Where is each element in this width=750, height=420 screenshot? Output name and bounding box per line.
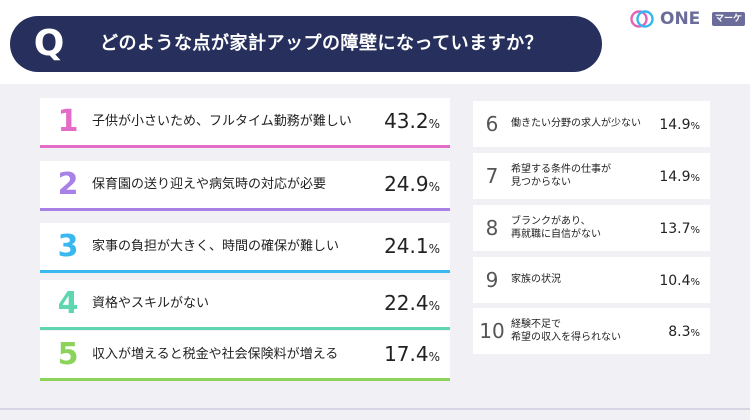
ranking-card-8: 8 ブランクがあり、 再就職に自信がない 13.7% xyxy=(473,205,710,251)
rank-label: 家族の状況 xyxy=(511,274,561,285)
rank-value: 8.3% xyxy=(668,308,700,354)
rank-value-number: 13.7 xyxy=(659,221,691,237)
rank-value: 24.9% xyxy=(384,161,440,208)
percent-unit: % xyxy=(428,242,440,256)
rank-number: 5 xyxy=(57,337,79,372)
logo-badge: マーケ xyxy=(712,12,745,26)
percent-unit: % xyxy=(428,350,440,364)
rank-value-number: 24.9 xyxy=(384,172,429,196)
percent-unit: % xyxy=(690,277,700,288)
rank-label: 働きたい分野の求人が少ない xyxy=(511,118,641,129)
percent-unit: % xyxy=(690,173,700,184)
rank-label: ブランクがあり、 再就職に自信がない xyxy=(511,215,601,241)
one-marke-logo: ONE マーケ xyxy=(630,8,745,30)
percent-unit: % xyxy=(428,117,440,131)
rank-label-line-2: 希望の収入を得られない xyxy=(511,332,621,343)
rank-value-number: 17.4 xyxy=(384,342,429,366)
rank-value-number: 14.9 xyxy=(659,169,691,185)
rank-label: 収入が増えると税金や社会保険料が増える xyxy=(92,347,339,362)
rank-value: 10.4% xyxy=(659,257,700,303)
rank-label: 保育園の送り迎えや病気時の対応が必要 xyxy=(92,177,327,192)
logo-text: ONE xyxy=(660,9,701,29)
ranking-card-7: 7 希望する条件の仕事が 見つからない 14.9% xyxy=(473,153,710,199)
ranking-card-5: 5 収入が増えると税金や社会保険料が増える 17.4% xyxy=(40,331,450,381)
rank-value: 43.2% xyxy=(384,98,440,145)
ranking-card-10: 10 経験不足で希望の収入を得られない 8.3% xyxy=(473,308,710,354)
ranking-card-6: 6 働きたい分野の求人が少ない 14.9% xyxy=(473,101,710,147)
rank-value-number: 10.4 xyxy=(659,273,691,289)
ranking-card-4: 4 資格やスキルがない 22.4% xyxy=(40,280,450,330)
rank-value-number: 22.4 xyxy=(384,291,429,315)
rank-value-number: 8.3 xyxy=(668,324,691,340)
rank-number: 9 xyxy=(485,268,499,292)
rank-value: 24.1% xyxy=(384,223,440,270)
rank-label-line-1: 希望する条件の仕事が xyxy=(511,164,611,175)
rank-number: 4 xyxy=(57,286,79,321)
rank-number: 10 xyxy=(479,319,505,343)
logo-mark-icon xyxy=(630,10,654,28)
rank-value: 14.9% xyxy=(659,101,700,147)
rank-label: 家事の負担が大きく、時間の確保が難しい xyxy=(92,239,340,254)
rank-value-number: 24.1 xyxy=(384,234,429,258)
rank-label-line-1: 経験不足で xyxy=(511,319,561,330)
ranking-card-2: 2 保育園の送り迎えや病気時の対応が必要 24.9% xyxy=(40,161,450,211)
rank-value: 17.4% xyxy=(384,331,440,378)
ranking-card-3: 3 家事の負担が大きく、時間の確保が難しい 24.1% xyxy=(40,223,450,273)
percent-unit: % xyxy=(690,328,700,339)
rank-number: 6 xyxy=(485,112,499,136)
percent-unit: % xyxy=(690,121,700,132)
rank-value: 14.9% xyxy=(659,153,700,199)
rank-number: 1 xyxy=(57,104,79,139)
rank-number: 8 xyxy=(485,216,499,240)
rank-value-number: 43.2 xyxy=(384,109,429,133)
rank-label-line-1: ブランクがあり、 xyxy=(511,216,591,227)
rank-value: 22.4% xyxy=(384,280,440,327)
rank-label: 資格やスキルがない xyxy=(92,296,210,311)
rank-number: 2 xyxy=(57,167,79,202)
question-text: どのような点が家計アップの障壁になっていますか？ xyxy=(100,33,544,54)
rank-label-line-2: 再就職に自信がない xyxy=(511,229,601,240)
percent-unit: % xyxy=(428,299,440,313)
ranking-card-9: 9 家族の状況 10.4% xyxy=(473,257,710,303)
rank-label: 子供が小さいため、フルタイム勤務が難しい xyxy=(92,114,352,129)
rank-number: 7 xyxy=(485,164,499,188)
rank-label: 経験不足で希望の収入を得られない xyxy=(511,318,621,344)
question-banner: Q どのような点が家計アップの障壁になっていますか？ xyxy=(10,16,602,72)
rank-value-number: 14.9 xyxy=(659,117,691,133)
rank-label-line-2: 見つからない xyxy=(511,177,571,188)
rank-value: 13.7% xyxy=(659,205,700,251)
rank-number: 3 xyxy=(57,229,79,264)
bottom-divider xyxy=(0,408,750,410)
percent-unit: % xyxy=(428,180,440,194)
q-letter: Q xyxy=(33,23,65,64)
ranking-card-1: 1 子供が小さいため、フルタイム勤務が難しい 43.2% xyxy=(40,98,450,148)
rank-label: 希望する条件の仕事が 見つからない xyxy=(511,163,611,189)
percent-unit: % xyxy=(690,225,700,236)
